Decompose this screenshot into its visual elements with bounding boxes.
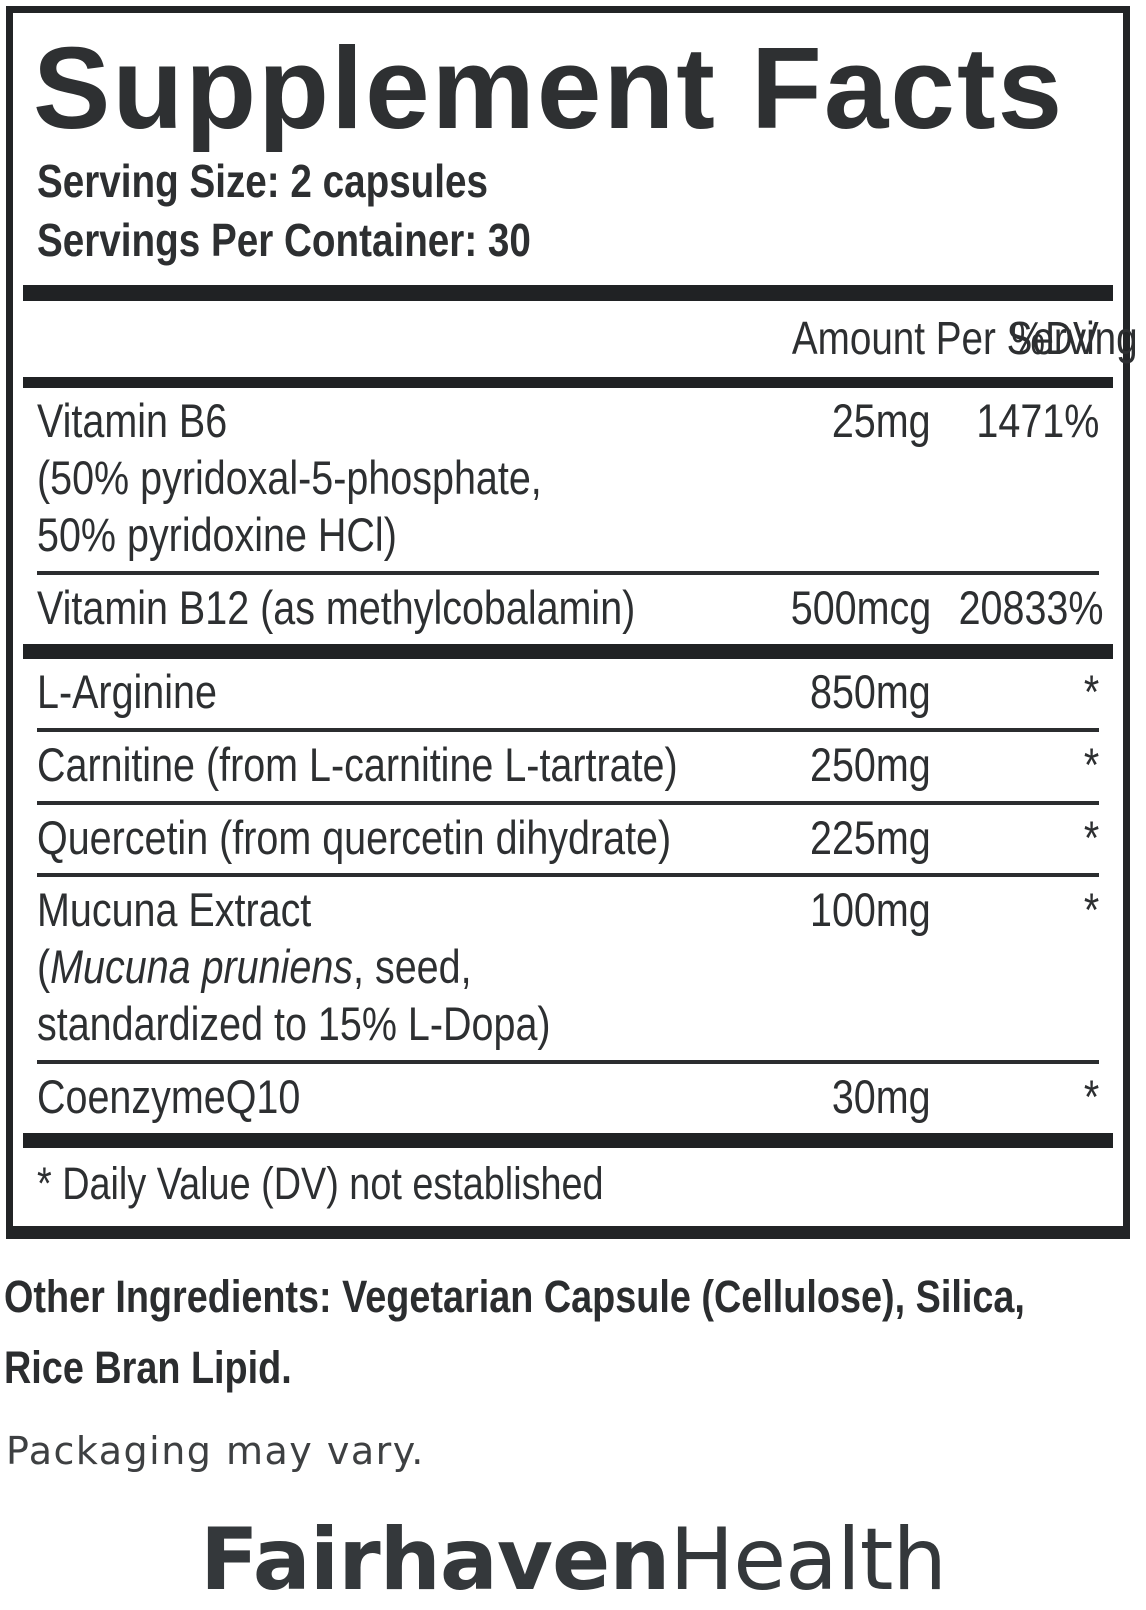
- ingredient-dv-cell: *: [931, 882, 1099, 939]
- ingredient-amount: 500mcg: [790, 580, 931, 634]
- ingredient-amount: 25mg: [832, 394, 931, 448]
- ingredient-amount: 30mg: [832, 1069, 931, 1123]
- brand-name-bold: Fairhaven: [200, 1510, 671, 1610]
- other-ingredients-line1: Other Ingredients: Vegetarian Capsule (C…: [4, 1270, 1025, 1322]
- ingredient-name: Mucuna Extract: [37, 883, 312, 937]
- serving-size-text: Serving Size: 2 capsules: [37, 155, 489, 208]
- ingredient-dv-cell: *: [931, 1069, 1099, 1126]
- ingredient-name-cell: Carnitine (from L-carnitine L-tartrate): [37, 737, 726, 794]
- header-amount-label: Amount Per Serving: [791, 312, 1138, 365]
- dv-footnote-text: * Daily Value (DV) not established: [37, 1157, 604, 1209]
- other-ingredients-line2: Rice Bran Lipid.: [4, 1341, 292, 1393]
- table-row-l-arginine: L-Arginine 850mg *: [37, 659, 1099, 728]
- divider-bar-thick: [23, 285, 1113, 302]
- ingredient-amount-cell: 100mg: [726, 882, 931, 939]
- supplement-facts-panel: Supplement Facts Serving Size: 2 capsule…: [6, 6, 1138, 1239]
- ingredient-amount-cell: 250mg: [726, 737, 931, 794]
- ingredient-dv-cell: *: [931, 810, 1099, 867]
- header-percent-dv: %DV: [931, 311, 1099, 365]
- table-row-coenzymeq10: CoenzymeQ10 30mg *: [37, 1059, 1099, 1133]
- ingredient-name: Vitamin B6: [37, 394, 228, 448]
- ingredient-dv-cell: *: [931, 737, 1099, 794]
- ingredient-name-cell: Quercetin (from quercetin dihydrate): [37, 810, 726, 867]
- ingredient-dv: *: [1083, 1069, 1099, 1123]
- detail-latin-name: Mucuna pruniens: [50, 940, 354, 994]
- ingredient-amount-cell: 850mg: [726, 664, 931, 721]
- table-row-vitamin-b12: Vitamin B12 (as methylcobalamin) 500mcg …: [37, 570, 1104, 644]
- ingredient-name: CoenzymeQ10: [37, 1069, 301, 1123]
- ingredient-dv-cell: 20833%: [931, 580, 1104, 637]
- ingredient-dv: *: [1083, 810, 1099, 864]
- ingredient-amount: 250mg: [810, 737, 931, 791]
- ingredient-detail: (50% pyridoxal-5-phosphate,: [37, 451, 542, 505]
- ingredient-dv: *: [1083, 664, 1099, 718]
- packaging-note: Packaging may vary.: [6, 1429, 425, 1474]
- ingredient-detail: (Mucuna pruniens, seed,: [37, 939, 472, 996]
- table-row-mucuna-extract: Mucuna Extract (Mucuna pruniens, seed, s…: [37, 873, 1099, 1060]
- servings-per-container-line: Servings Per Container: 30: [37, 212, 1099, 269]
- ingredient-dv: *: [1083, 883, 1099, 937]
- detail-rest: , seed,: [353, 940, 472, 994]
- ingredient-dv: 1471%: [976, 394, 1099, 448]
- ingredient-amount-cell: 30mg: [726, 1069, 931, 1126]
- ingredient-name-cell: Mucuna Extract (Mucuna pruniens, seed, s…: [37, 882, 726, 1053]
- header-amount-per-serving: Amount Per Serving: [726, 311, 1138, 365]
- ingredient-amount: 850mg: [810, 664, 931, 718]
- ingredient-amount-cell: 500mcg: [726, 580, 931, 637]
- divider-bar-thick: [23, 643, 1113, 659]
- ingredient-dv-cell: *: [931, 664, 1099, 721]
- ingredient-amount-cell: 25mg: [726, 393, 931, 450]
- ingredient-amount: 100mg: [810, 883, 931, 937]
- serving-size-line: Serving Size: 2 capsules: [37, 153, 1099, 210]
- ingredient-name-cell: Vitamin B12 (as methylcobalamin): [37, 580, 726, 637]
- ingredient-dv: 20833%: [958, 580, 1104, 634]
- ingredient-name: L-Arginine: [37, 664, 217, 718]
- other-ingredients: Other Ingredients: Vegetarian Capsule (C…: [4, 1261, 1128, 1403]
- divider-bar-thick: [23, 1132, 1113, 1148]
- ingredient-name: Quercetin (from quercetin dihydrate): [37, 810, 672, 864]
- dv-footnote: * Daily Value (DV) not established: [37, 1148, 1099, 1226]
- ingredient-name: Vitamin B12 (as methylcobalamin): [37, 580, 636, 634]
- ingredient-name: Carnitine (from L-carnitine L-tartrate): [37, 737, 678, 791]
- table-row-quercetin: Quercetin (from quercetin dihydrate) 225…: [37, 800, 1099, 874]
- ingredient-name-cell: Vitamin B6 (50% pyridoxal-5-phosphate, 5…: [37, 393, 726, 564]
- ingredient-detail: standardized to 15% L-Dopa): [37, 997, 551, 1051]
- divider-bar-medium: [23, 377, 1113, 389]
- ingredient-amount-cell: 225mg: [726, 810, 931, 867]
- header-dv-label: %DV: [1010, 312, 1099, 365]
- detail-open-paren: (: [37, 940, 51, 994]
- table-row-carnitine: Carnitine (from L-carnitine L-tartrate) …: [37, 727, 1099, 801]
- table-header-row: Amount Per Serving %DV: [37, 301, 1138, 377]
- ingredient-dv-cell: 1471%: [931, 393, 1099, 450]
- servings-per-container-text: Servings Per Container: 30: [37, 214, 531, 267]
- brand-logo: FairhavenHealth: [0, 1517, 1146, 1603]
- brand-name-light: Health: [669, 1510, 947, 1610]
- panel-title: Supplement Facts: [33, 23, 1065, 153]
- ingredient-detail: 50% pyridoxine HCl): [37, 508, 397, 562]
- ingredient-name-cell: CoenzymeQ10: [37, 1069, 726, 1126]
- table-row-vitamin-b6: Vitamin B6 (50% pyridoxal-5-phosphate, 5…: [37, 388, 1099, 571]
- ingredient-dv: *: [1083, 737, 1099, 791]
- ingredient-amount: 225mg: [810, 810, 931, 864]
- ingredient-name-cell: L-Arginine: [37, 664, 726, 721]
